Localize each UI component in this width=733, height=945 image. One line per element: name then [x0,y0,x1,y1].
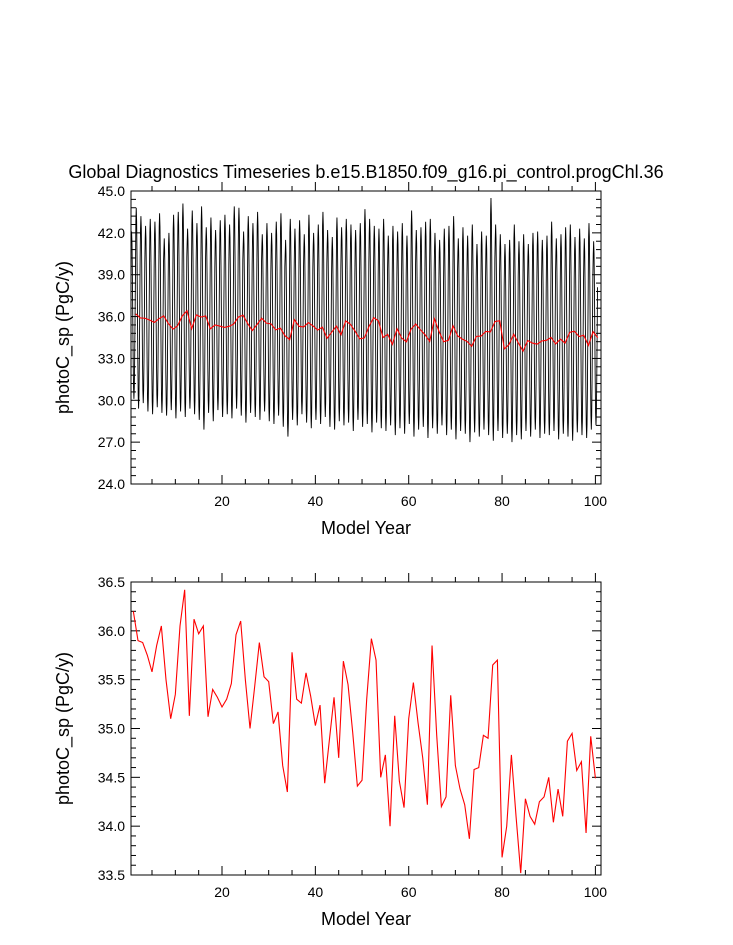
monthly-series-line [130,197,598,443]
top-xtick-label: 20 [214,493,230,509]
top-plot-frame [130,190,602,485]
top-ytick-label: 36.0 [98,309,125,325]
bottom-y-axis-label: photoC_sp (PgC/y) [53,652,74,805]
top-ytick-label: 30.0 [98,392,125,408]
bottom-xtick-label: 40 [308,884,324,900]
bottom-plot-frame [130,581,602,876]
top-ytick-label: 27.0 [98,434,125,450]
top-xtick-label: 40 [308,493,324,509]
bottom-xtick-label: 100 [584,884,608,900]
top-x-axis-label: Model Year [321,518,411,538]
bottom-xtick-label: 20 [214,884,230,900]
top-y-axis-label: photoC_sp (PgC/y) [53,261,74,414]
top-xtick-label: 80 [494,493,510,509]
bottom-ytick-label: 34.0 [98,818,125,834]
bottom-panel: 33.5 34.0 34.5 35.0 35.5 36.0 36.5 20 40 60 80 100 M… [53,573,607,929]
bottom-ytick-label: 35.5 [98,672,125,688]
bottom-ytick-label: 35.0 [98,721,125,737]
bottom-x-axis-label: Model Year [321,909,411,929]
bottom-ytick-label: 36.5 [98,574,125,590]
bottom-ytick-label: 36.0 [98,623,125,639]
bottom-xtick-label: 80 [494,884,510,900]
annual-mean-line-bottom [132,589,596,874]
top-ytick-label: 24.0 [98,476,125,492]
top-ytick-label: 33.0 [98,350,125,366]
top-xtick-label: 60 [401,493,417,509]
annual-mean-line-top [135,309,599,353]
bottom-ytick-label: 33.5 [98,867,125,883]
bottom-ytick-label: 34.5 [98,769,125,785]
top-ytick-label: 39.0 [98,267,125,283]
bottom-xtick-label: 60 [401,884,417,900]
top-ytick-label: 42.0 [98,225,125,241]
top-xtick-label: 100 [584,493,608,509]
top-panel: 24.0 27.0 30.0 33.0 36.0 39.0 42.0 45.0 20 40 60 80… [53,182,607,538]
top-ytick-label: 45.0 [98,183,125,199]
chart-title: Global Diagnostics Timeseries b.e15.B185… [68,162,663,183]
